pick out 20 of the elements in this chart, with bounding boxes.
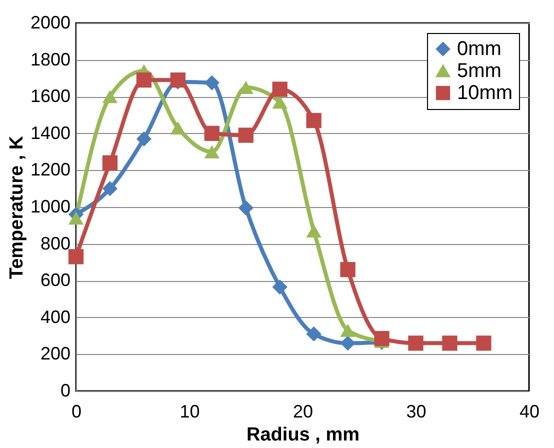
y-tick-label: 1200	[30, 160, 70, 180]
y-tick-label: 400	[40, 306, 70, 327]
x-tick-label: 40	[519, 402, 540, 422]
legend-label: 5mm	[457, 60, 502, 82]
legend-label: 0mm	[457, 38, 502, 60]
x-tick-label: 10	[180, 402, 200, 422]
x-tick-label: 20	[292, 402, 314, 422]
x-axis-title: Radius , mm	[246, 424, 360, 446]
y-tick-label: 0	[60, 380, 70, 400]
y-tick-label: 1600	[30, 86, 70, 106]
y-tick-label: 1000	[30, 196, 70, 216]
y-axis-title: Temperature , K	[6, 136, 28, 280]
x-tick-label: 30	[406, 402, 426, 422]
y-tick-label: 1800	[30, 49, 70, 70]
legend-label: 10mm	[457, 82, 513, 104]
y-tick-label: 2000	[30, 12, 70, 32]
y-tick-label: 800	[40, 233, 70, 254]
y-tick-label: 1400	[30, 122, 70, 143]
y-tick-label: 600	[40, 270, 70, 290]
y-tick-label: 200	[40, 344, 70, 364]
